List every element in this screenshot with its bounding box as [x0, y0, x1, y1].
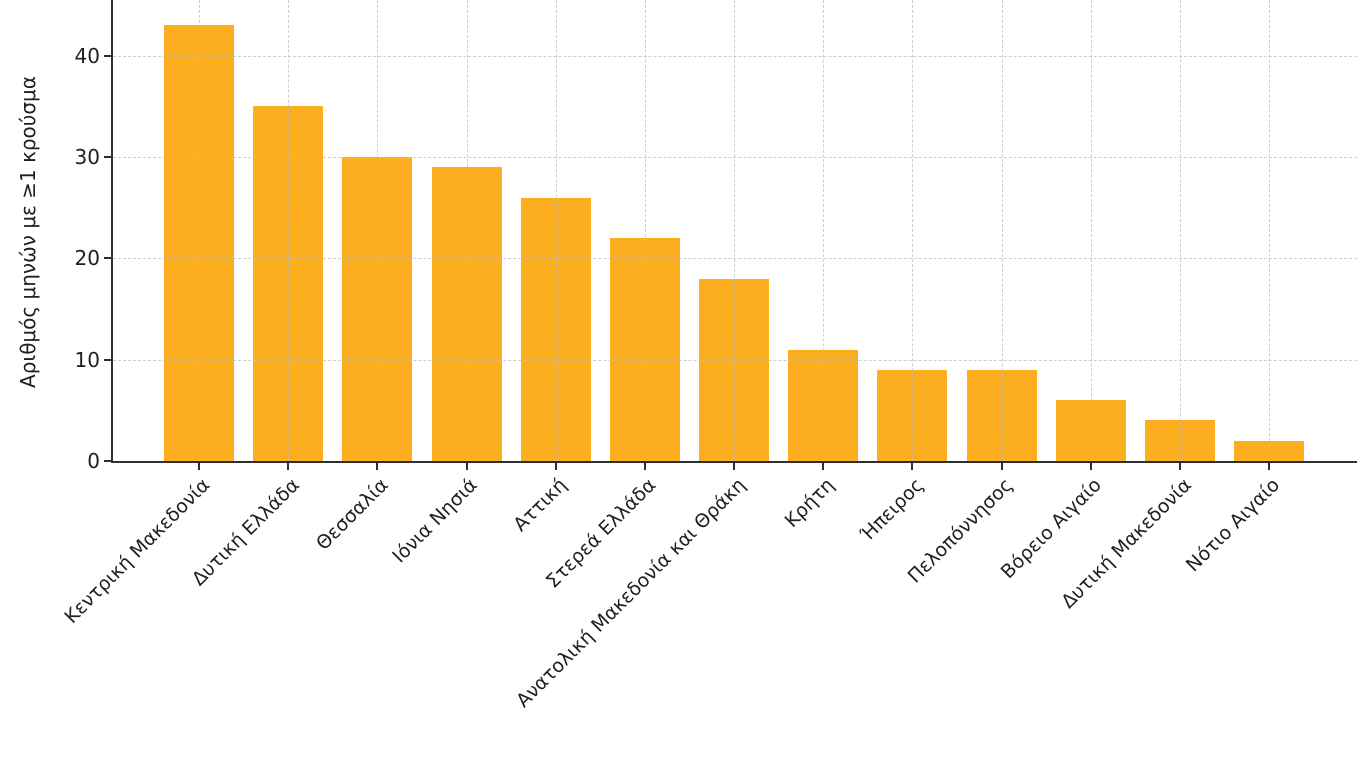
x-grid-line — [1269, 0, 1270, 461]
x-grid-line — [734, 0, 735, 461]
x-grid-line — [1179, 0, 1181, 461]
y-grid-line — [113, 359, 1357, 361]
y-tick-mark — [104, 156, 111, 159]
x-tick-label: Κρήτη — [780, 474, 839, 533]
x-tick-label: Ιόνια Νησιά — [388, 474, 483, 568]
y-tick-mark — [104, 460, 111, 462]
x-tick-label: Αττική — [509, 474, 572, 536]
x-tick-mark — [911, 463, 914, 470]
x-tick-label: Κεντρική Μακεδονία — [60, 474, 215, 628]
y-tick-mark — [104, 257, 111, 260]
x-grid-line — [199, 0, 200, 461]
x-tick-mark — [198, 463, 200, 470]
x-tick-mark — [1000, 463, 1003, 470]
y-axis-title: Αριθμός μηνών με ≥1 κρούσμα — [16, 75, 40, 388]
y-tick-label: 30 — [74, 145, 100, 170]
x-grid-line — [1090, 0, 1092, 461]
y-tick-label: 40 — [74, 43, 100, 68]
x-tick-mark — [287, 463, 290, 470]
x-tick-label: Νότιο Αιγαίο — [1182, 474, 1285, 577]
x-tick-mark — [1268, 463, 1270, 470]
x-tick-mark — [643, 463, 646, 470]
x-grid-line — [288, 0, 290, 461]
x-tick-label: Ήπειρος — [856, 474, 928, 546]
y-axis-line — [111, 0, 113, 463]
x-tick-label: Θεσσαλία — [312, 474, 393, 555]
x-grid-line — [912, 0, 914, 461]
x-tick-mark — [1089, 463, 1092, 470]
x-tick-mark — [822, 463, 825, 470]
x-tick-mark — [465, 463, 468, 470]
y-tick-label: 0 — [87, 449, 100, 473]
x-tick-mark — [554, 463, 557, 470]
x-tick-mark — [1178, 463, 1181, 470]
x-grid-line — [466, 0, 468, 461]
x-grid-line — [1001, 0, 1003, 461]
x-grid-line — [377, 0, 379, 461]
y-tick-mark — [104, 54, 111, 57]
y-tick-mark — [104, 358, 111, 361]
y-grid-line — [113, 55, 1357, 57]
x-grid-line — [644, 0, 646, 461]
y-grid-line — [113, 258, 1357, 260]
y-tick-label: 20 — [74, 246, 100, 271]
x-grid-line — [555, 0, 557, 461]
y-axis-title-box: Αριθμός μηνών με ≥1 κρούσμα — [6, 0, 50, 463]
x-tick-mark — [733, 463, 735, 470]
x-tick-mark — [376, 463, 379, 470]
plot-area — [111, 0, 1357, 463]
x-grid-line — [823, 0, 825, 461]
y-grid-line — [113, 157, 1357, 159]
y-tick-label: 10 — [74, 347, 100, 372]
x-axis-line — [111, 461, 1357, 463]
